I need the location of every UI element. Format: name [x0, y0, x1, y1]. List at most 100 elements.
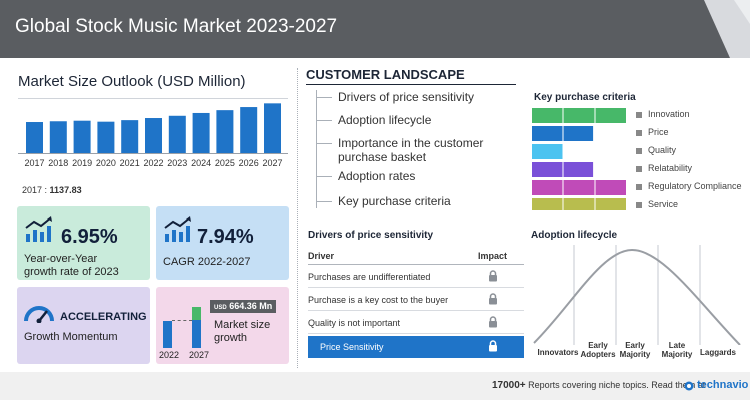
bar-2027-growth — [192, 307, 201, 320]
incremental-card: 2022 2027 USD 664.36 Mn Market size grow… — [156, 287, 289, 364]
legend-swatch — [636, 183, 642, 190]
kpc-legend-quality: Quality — [636, 145, 676, 155]
yoy-label-1: Year-over-Year — [24, 253, 98, 265]
header-bar: Global Stock Music Market 2023-2027 — [0, 0, 750, 58]
growth-chart-icon — [25, 216, 52, 242]
momentum-card: ACCELERATING Growth Momentum — [17, 287, 150, 364]
market-bar-2021 — [121, 120, 139, 154]
tree-branch-2 — [316, 120, 332, 121]
technavio-logo-icon — [684, 381, 694, 391]
lifecycle-title: Adoption lifecycle — [531, 230, 618, 241]
legend-swatch — [636, 129, 642, 136]
page-title: Global Stock Music Market 2023-2027 — [15, 16, 338, 37]
legend-swatch — [636, 111, 642, 118]
customer-landscape-title: CUSTOMER LANDSCAPE — [306, 67, 465, 82]
base-year-number: 1137.83 — [49, 185, 82, 195]
customer-item-importance-2: purchase basket — [338, 150, 427, 164]
driver-text: Purchase is a key cost to the buyer — [308, 295, 449, 305]
base-year-label: 2017 : — [22, 185, 48, 195]
market-bar-2018 — [49, 121, 67, 154]
legend-label: Price — [648, 127, 669, 137]
market-bar-2025 — [216, 110, 234, 154]
year-2027-label: 2027 — [189, 350, 210, 360]
lock-icon — [489, 340, 497, 352]
kpc-chart — [532, 106, 626, 210]
market-bar-2017 — [26, 122, 43, 154]
market-bar-2027 — [264, 103, 281, 154]
market-bar-2022 — [145, 118, 162, 154]
kpc-bar-regulatory-compliance — [532, 180, 626, 195]
column-divider — [297, 68, 298, 368]
tree-branch-5 — [316, 201, 332, 202]
kpc-title: Key purchase criteria — [534, 92, 636, 103]
stage-label: Laggards — [699, 348, 736, 357]
lock-icon — [489, 293, 497, 305]
legend-label: Relatability — [648, 163, 693, 173]
market-year-label: 2027 — [262, 158, 283, 168]
market-bar-2020 — [97, 121, 115, 154]
stage-label: Majority — [619, 350, 651, 359]
cagr-label: CAGR 2022-2027 — [163, 256, 251, 268]
driver-row: Purchase is a key cost to the buyer — [308, 289, 524, 311]
legend-swatch — [636, 201, 642, 208]
market-bar-2026 — [240, 107, 258, 154]
technavio-link[interactable]: technavio — [697, 379, 749, 391]
market-size-title: Market Size Outlook (USD Million) — [18, 73, 246, 90]
customer-item-adoption-rates: Adoption rates — [338, 169, 416, 183]
yoy-label-2: growth rate of 2023 — [24, 266, 119, 278]
speedometer-icon — [24, 306, 54, 323]
growth-guide-line — [172, 320, 192, 321]
footer-text: 17000+ Reports covering niche topics. Re… — [492, 380, 705, 391]
footer-bar: 17000+ Reports covering niche topics. Re… — [0, 372, 750, 400]
stage-label: Late — [668, 341, 686, 350]
price-sensitivity-row: Price Sensitivity — [308, 336, 524, 358]
base-year-value: 2017 : 1137.83 — [22, 185, 82, 195]
kpc-legend-service: Service — [636, 199, 678, 209]
market-year-label: 2026 — [238, 158, 259, 168]
market-size-chart — [18, 103, 288, 154]
customer-item-drivers: Drivers of price sensitivity — [338, 90, 475, 104]
footer-count: 17000+ — [492, 380, 526, 391]
corner-ribbon — [704, 0, 750, 58]
drivers-col-impact: Impact — [478, 251, 508, 261]
stage-label: Early — [625, 341, 645, 350]
stage-laggards: Laggards — [694, 348, 742, 357]
customer-tree-line — [316, 90, 317, 208]
year-2022-label: 2022 — [159, 350, 180, 360]
kpc-legend-price: Price — [636, 127, 669, 137]
momentum-value: ACCELERATING — [60, 311, 147, 323]
legend-label: Service — [648, 199, 679, 209]
incr-label-2: growth — [214, 332, 248, 344]
market-year-label: 2025 — [214, 158, 235, 168]
market-year-label: 2024 — [191, 158, 212, 168]
stage-late-majority: Late Majority — [653, 341, 701, 359]
stage-innovators: Innovators — [534, 348, 582, 357]
footer-description: Reports covering niche topics. Read them… — [528, 380, 706, 390]
yoy-card: 6.95% Year-over-Year growth rate of 2023 — [17, 206, 150, 280]
stage-early-adopters: Early Adopters — [574, 341, 622, 359]
incr-label-1: Market size — [214, 319, 271, 331]
drivers-header-line — [308, 264, 524, 265]
driver-text: Price Sensitivity — [320, 342, 384, 352]
growth-badge: USD 664.36 Mn — [210, 300, 277, 313]
market-year-label: 2017 — [24, 158, 45, 168]
market-bar-2019 — [73, 120, 91, 154]
lock-icon — [489, 270, 497, 282]
customer-item-kpc: Key purchase criteria — [338, 194, 451, 208]
yoy-value: 6.95% — [61, 226, 118, 248]
tree-branch-4 — [316, 176, 332, 177]
kpc-bar-service — [532, 198, 626, 210]
adoption-curve — [533, 245, 741, 345]
customer-item-adoption: Adoption lifecycle — [338, 113, 432, 127]
bar-2022 — [163, 321, 172, 348]
market-bar-2024 — [192, 112, 210, 154]
drivers-title: Drivers of price sensitivity — [308, 230, 434, 241]
stage-early-majority: Early Majority — [611, 341, 659, 359]
kpc-legend-relatability: Relatability — [636, 163, 692, 173]
kpc-legend-regulatory: Regulatory Compliance — [636, 181, 742, 191]
market-year-label: 2019 — [72, 158, 93, 168]
market-year-label: 2020 — [95, 158, 116, 168]
market-year-label: 2021 — [119, 158, 140, 168]
badge-prefix: USD — [214, 305, 227, 311]
market-year-label: 2023 — [167, 158, 188, 168]
